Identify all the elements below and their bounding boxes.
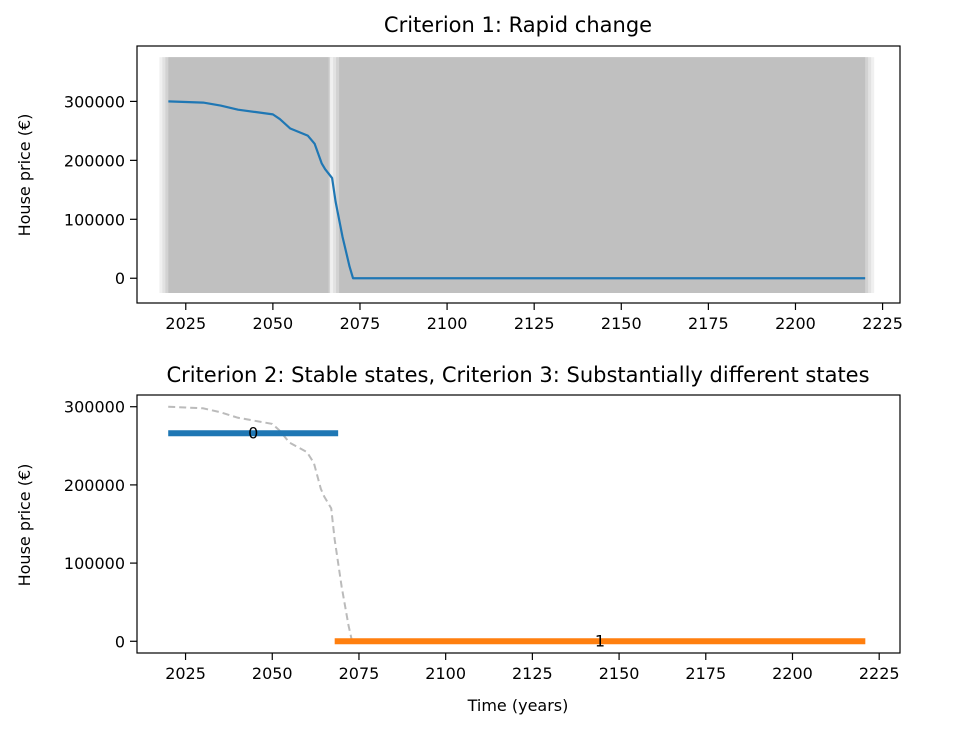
top-y-axis-label: House price (€): [15, 114, 34, 237]
top-x-tick-label: 2150: [601, 314, 642, 333]
top-x-tick-label: 2025: [165, 314, 206, 333]
top-y-tick-label: 200000: [64, 151, 125, 170]
bottom-x-tick-label: 2100: [425, 664, 466, 683]
bottom-y-tick-label: 300000: [64, 398, 125, 417]
bottom-x-tick-label: 2025: [165, 664, 206, 683]
house-price-line: [168, 100, 866, 280]
bottom-y-axis-label: House price (€): [15, 464, 34, 587]
bottom-x-tick-label: 2175: [685, 664, 726, 683]
bottom-x-tick-label: 2075: [339, 664, 380, 683]
top-x-tick-label: 2225: [862, 314, 903, 333]
bottom-x-tick-label: 2125: [512, 664, 553, 683]
bottom-y-tick-label: 100000: [64, 554, 125, 573]
top-y-tick-label: 300000: [64, 92, 125, 111]
top-x-tick-label: 2050: [253, 314, 294, 333]
bottom-axes-frame: [136, 394, 901, 654]
top-x-tick-label: 2075: [340, 314, 381, 333]
top-panel: Criterion 1: Rapid change 2025 2050 2075 21…: [15, 13, 903, 333]
bottom-x-tick-label: 2150: [599, 664, 640, 683]
bottom-x-tick-label: 2225: [859, 664, 900, 683]
bottom-panel-title: Criterion 2: Stable states, Criterion 3:…: [166, 363, 869, 387]
bottom-plot-area: 0 1 2025 2050 2075 2100 2125 2150 2175 2200 2225 0 1…: [64, 394, 901, 683]
state-label-1: 1: [595, 631, 605, 650]
background-price-line: [168, 405, 862, 643]
shaded-band: [339, 57, 866, 293]
top-plot-area: 2025 2050 2075 2100 2125 2150 2175 2200 2225 0 100…: [64, 45, 903, 333]
top-y-tick-label: 0: [115, 269, 125, 288]
bottom-y-tick-label: 200000: [64, 476, 125, 495]
state-label-0: 0: [248, 423, 258, 442]
top-x-tick-label: 2200: [775, 314, 816, 333]
bottom-x-axis-label: Time (years): [467, 696, 569, 715]
bottom-x-tick-label: 2050: [252, 664, 293, 683]
bottom-panel: Criterion 2: Stable states, Criterion 3:…: [15, 363, 901, 715]
bottom-y-tick-label: 0: [115, 632, 125, 651]
top-y-tick-label: 100000: [64, 210, 125, 229]
bottom-x-tick-label: 2200: [772, 664, 813, 683]
top-axes-frame: [136, 45, 901, 304]
shaded-band: [168, 57, 329, 293]
top-x-tick-label: 2100: [427, 314, 468, 333]
top-x-tick-label: 2175: [688, 314, 729, 333]
top-panel-title: Criterion 1: Rapid change: [384, 13, 652, 37]
top-x-tick-label: 2125: [514, 314, 555, 333]
